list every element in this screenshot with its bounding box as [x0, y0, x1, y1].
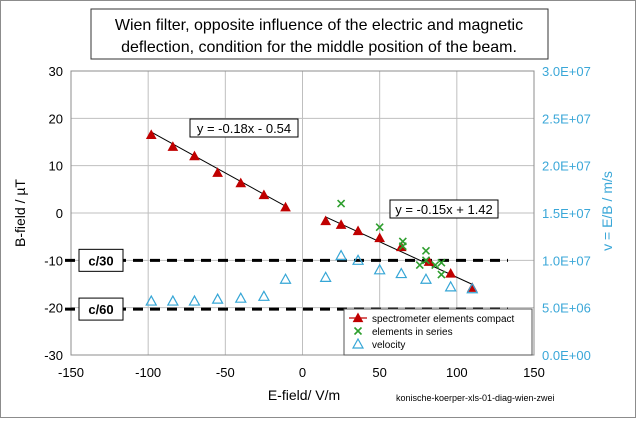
y-tick-label: -20: [44, 301, 63, 316]
data-point-x-stroke-b: [421, 246, 431, 255]
trendline-equation: y = -0.18x - 0.54: [197, 121, 291, 136]
y-tick-label: 0: [56, 206, 63, 221]
legend-marker: [351, 337, 365, 349]
legend: spectrometer elements compact elements in…: [343, 308, 533, 356]
x-tick-label: -100: [135, 365, 161, 380]
y2-tick-label: 2.0E+07: [542, 159, 591, 174]
y2-axis-label: v = E/B / m/s: [599, 171, 615, 251]
data-point-triangle-filled: [212, 167, 223, 177]
data-point-x-stroke-b: [337, 199, 346, 208]
reference-label: c/60: [88, 302, 113, 317]
data-point-triangle-filled: [352, 225, 364, 236]
x-tick-label: -50: [216, 365, 235, 380]
data-point-triangle-open: [319, 271, 332, 282]
x-tick-label: -150: [58, 365, 84, 380]
legend-marker: [352, 312, 364, 323]
data-point-triangle-open: [419, 273, 432, 284]
data-point-triangle-open: [166, 294, 179, 306]
x-axis-label: E-field/ V/m: [268, 387, 340, 403]
data-point-triangle-open: [466, 282, 479, 294]
data-point-x-stroke-b: [431, 261, 440, 270]
data-point-triangle-filled: [145, 129, 157, 139]
y2-tick-label: 3.0E+07: [542, 64, 591, 79]
data-point-x-stroke-b: [375, 223, 384, 232]
x-tick-label: 100: [446, 365, 468, 380]
data-point-x-stroke-b: [398, 242, 407, 251]
y2-tick-label: 5.0E+06: [542, 301, 591, 316]
x-tick-label: 0: [299, 365, 306, 380]
y-tick-label: -30: [44, 348, 63, 363]
y2-tick-label: 0.0E+00: [542, 348, 591, 363]
title-box: [90, 8, 549, 60]
data-point-triangle-filled: [258, 189, 270, 200]
data-point-triangle-filled: [445, 268, 457, 278]
data-point-triangle-filled: [189, 150, 200, 161]
legend-label: elements in series: [372, 327, 453, 338]
legend-marker-stroke-b: [353, 326, 363, 336]
data-point-triangle-open: [257, 290, 270, 301]
data-point-triangle-open: [145, 294, 158, 306]
data-point-triangle-open: [373, 263, 386, 275]
y-tick-label: 30: [49, 64, 63, 79]
x-tick-label: 150: [523, 365, 545, 380]
data-point-triangle-filled: [280, 201, 291, 212]
data-point-triangle-filled: [167, 141, 179, 151]
data-point-triangle-open: [444, 280, 457, 292]
data-point-triangle-filled: [374, 232, 386, 243]
data-point-triangle-filled: [320, 215, 331, 226]
plot-area: 3020100-10-20-303.0E+072.5E+072.0E+071.5…: [44, 64, 591, 380]
x-tick-label: 50: [372, 365, 386, 380]
data-point-x-stroke-b: [437, 258, 446, 267]
data-point-triangle-filled: [335, 219, 347, 229]
data-point-triangle-open: [395, 267, 408, 279]
y2-tick-label: 2.5E+07: [542, 111, 591, 126]
trendline-equation-box: [389, 199, 499, 219]
legend-label: spectrometer elements compact: [372, 314, 515, 325]
data-point-x-stroke-b: [415, 261, 424, 270]
data-point-triangle-open: [188, 294, 201, 306]
reference-label-box: [78, 248, 124, 272]
y-tick-label: 10: [49, 159, 63, 174]
chart-title-line-1: Wien filter, opposite influence of the e…: [115, 17, 523, 34]
y-axis-label: B-field / µT: [12, 179, 28, 247]
data-point-triangle-open: [279, 273, 292, 284]
y-tick-label: -10: [44, 253, 63, 268]
chart-title-line-2: deflection, condition for the middle pos…: [121, 39, 517, 56]
data-point-triangle-open: [234, 291, 247, 303]
data-point-triangle-open: [335, 249, 348, 261]
reference-label: c/30: [88, 253, 113, 268]
data-point-triangle-open: [352, 254, 365, 265]
footnote: konische-koerper-xls-01-diag-wien-zwei: [396, 393, 555, 403]
y2-tick-label: 1.5E+07: [542, 206, 591, 221]
trendline-equation: y = -0.15x + 1.42: [395, 202, 493, 217]
trendline-equation-box: [189, 118, 299, 138]
legend-label: velocity: [372, 340, 405, 351]
data-point-x-stroke-b: [421, 256, 431, 265]
data-point-triangle-filled: [235, 177, 247, 188]
y-tick-label: 20: [49, 111, 63, 126]
plot-border: [70, 70, 535, 356]
legend-box: [343, 308, 533, 356]
data-point-triangle-open: [211, 292, 224, 304]
data-point-x-stroke-b: [437, 270, 446, 279]
reference-label-box: [78, 297, 124, 321]
y2-tick-label: 1.0E+07: [542, 253, 591, 268]
